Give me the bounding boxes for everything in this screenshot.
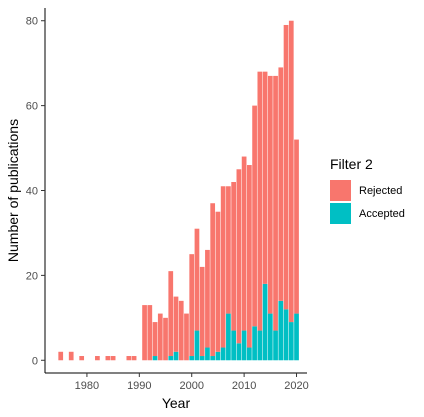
bar-accepted-1996 xyxy=(168,356,174,361)
bar-accepted-2008 xyxy=(231,330,236,361)
bar-rejected-2020 xyxy=(294,139,299,314)
bar-accepted-2020 xyxy=(294,313,299,361)
bar-accepted-2001 xyxy=(194,330,200,361)
x-axis-ticks: 1980 1990 2000 2010 2020 xyxy=(75,373,309,392)
legend-label-rejected: Rejected xyxy=(359,185,402,197)
bar-rejected-1996 xyxy=(168,271,174,357)
bar-rejected-2000 xyxy=(189,254,195,357)
bar-rejected-1982 xyxy=(95,356,100,361)
bar-accepted-1997 xyxy=(173,351,179,361)
bar-rejected-1989 xyxy=(131,356,137,361)
bar-rejected-2007 xyxy=(226,186,231,314)
bar-rejected-1993 xyxy=(152,322,158,357)
bar-rejected-2001 xyxy=(194,228,200,331)
bar-rejected-1977 xyxy=(68,351,74,361)
bar-accepted-2007 xyxy=(226,313,231,361)
bar-rejected-1992 xyxy=(147,305,153,361)
x-tick-label: 2020 xyxy=(284,380,308,392)
bar-rejected-2019 xyxy=(288,20,294,323)
bar-accepted-2013 xyxy=(257,330,263,361)
bar-rejected-2016 xyxy=(273,75,278,331)
x-axis-title: Year xyxy=(162,395,191,411)
bar-rejected-2011 xyxy=(247,165,252,348)
bar-rejected-2005 xyxy=(215,211,221,352)
bar-accepted-2015 xyxy=(267,313,273,361)
bar-rejected-2009 xyxy=(236,169,242,344)
bar-rejected-1994 xyxy=(157,313,163,361)
bar-accepted-2003 xyxy=(205,347,210,361)
legend-label-accepted: Accepted xyxy=(359,208,405,220)
bar-accepted-2012 xyxy=(252,326,257,361)
legend: Filter 2 Rejected Accepted xyxy=(330,156,405,224)
bar-rejected-1997 xyxy=(173,296,179,352)
y-tick-label: 80 xyxy=(26,16,38,28)
bar-accepted-2006 xyxy=(220,347,226,361)
x-tick-label: 1980 xyxy=(75,380,99,392)
x-tick-label: 2000 xyxy=(179,380,203,392)
bar-rejected-2002 xyxy=(199,266,205,357)
bar-rejected-2004 xyxy=(210,203,216,357)
y-tick-label: 40 xyxy=(26,186,38,198)
bar-rejected-1979 xyxy=(79,356,85,361)
y-tick-label: 20 xyxy=(26,270,38,282)
bar-rejected-2017 xyxy=(278,67,284,301)
bar-rejected-2018 xyxy=(283,24,289,310)
bar-rejected-1998 xyxy=(178,300,184,361)
bar-accepted-2005 xyxy=(215,351,221,361)
x-tick-label: 2010 xyxy=(232,380,256,392)
bar-accepted-2010 xyxy=(241,330,247,361)
bar-rejected-1985 xyxy=(110,356,116,361)
legend-title: Filter 2 xyxy=(330,156,373,172)
bar-accepted-2009 xyxy=(236,343,242,361)
bar-rejected-1988 xyxy=(126,356,132,361)
bar-accepted-2018 xyxy=(283,309,289,361)
bar-rejected-2015 xyxy=(267,75,273,314)
bar-accepted-2014 xyxy=(262,283,268,361)
legend-key-rejected xyxy=(330,180,351,201)
bar-rejected-2014 xyxy=(262,71,268,284)
bar-rejected-1984 xyxy=(105,356,111,361)
x-tick-label: 1990 xyxy=(127,380,151,392)
bar-accepted-2002 xyxy=(199,356,205,361)
y-tick-label: 0 xyxy=(32,355,38,367)
y-tick-label: 60 xyxy=(26,101,38,113)
bar-accepted-1993 xyxy=(152,356,158,361)
bar-rejected-2006 xyxy=(220,186,226,348)
bar-accepted-2000 xyxy=(189,356,195,361)
bar-rejected-1995 xyxy=(163,317,168,361)
legend-key-accepted xyxy=(330,203,351,224)
bar-accepted-2017 xyxy=(278,300,284,361)
bar-rejected-2008 xyxy=(231,182,236,331)
bars-layer xyxy=(58,20,299,361)
bar-rejected-2012 xyxy=(252,105,257,327)
bar-accepted-2016 xyxy=(273,330,278,361)
bar-rejected-2010 xyxy=(241,156,247,331)
bar-rejected-2003 xyxy=(205,249,210,348)
bar-rejected-1999 xyxy=(184,313,189,361)
bar-rejected-2013 xyxy=(257,71,263,331)
bar-accepted-2011 xyxy=(247,347,252,361)
bar-accepted-2004 xyxy=(210,356,216,361)
bar-rejected-1991 xyxy=(142,305,147,361)
y-axis-ticks: 0 20 40 60 80 xyxy=(26,16,45,367)
bar-accepted-2019 xyxy=(288,322,294,361)
bar-rejected-1975 xyxy=(58,351,64,361)
y-axis-title: Number of publications xyxy=(5,119,21,262)
